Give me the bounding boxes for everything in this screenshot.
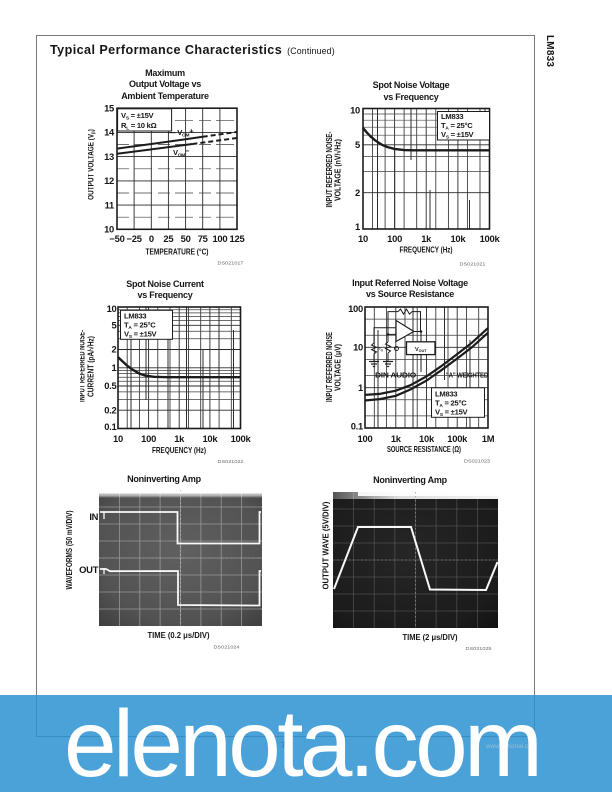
svg-text:OUTPUT WAVE (5V/DIV): OUTPUT WAVE (5V/DIV) — [321, 501, 331, 589]
svg-text:5: 5 — [355, 139, 360, 150]
svg-text:10: 10 — [107, 303, 117, 314]
svg-text:−50: −50 — [109, 233, 124, 244]
svg-text:11: 11 — [105, 199, 114, 210]
svg-text:SOURCE RESISTANCE (Ω): SOURCE RESISTANCE (Ω) — [387, 444, 461, 454]
svg-text:VOUT: VOUT — [415, 347, 427, 353]
svg-text:LM833: LM833 — [435, 389, 457, 398]
svg-text:LM833: LM833 — [441, 112, 463, 121]
svg-text:1M: 1M — [482, 433, 495, 444]
svg-text:VS = ±15V: VS = ±15V — [441, 130, 475, 141]
svg-text:1: 1 — [358, 382, 363, 393]
svg-text:INPUT REFERRED NOISE: INPUT REFERRED NOISE — [326, 332, 334, 402]
svg-text:12: 12 — [104, 175, 114, 186]
svg-text:10k: 10k — [419, 433, 435, 444]
svg-text:2: 2 — [355, 187, 360, 198]
svg-text:OUTPUT VOLTAGE (Vp): OUTPUT VOLTAGE (Vp) — [88, 129, 97, 200]
svg-text:FREQUENCY (Hz): FREQUENCY (Hz) — [400, 245, 453, 255]
svg-text:IN: IN — [89, 511, 98, 522]
svg-text:RL = 10 kΩ: RL = 10 kΩ — [121, 121, 157, 132]
svg-text:10: 10 — [113, 433, 123, 444]
svg-text:100k: 100k — [231, 433, 252, 444]
svg-text:−25: −25 — [127, 233, 142, 244]
svg-text:1: 1 — [112, 362, 117, 373]
svg-text:10k: 10k — [202, 433, 218, 444]
svg-text:TIME (0.2 μs/DIV): TIME (0.2 μs/DIV) — [148, 630, 210, 640]
svg-text:FREQUENCY (Hz): FREQUENCY (Hz) — [152, 445, 206, 455]
svg-text:0.1: 0.1 — [104, 421, 116, 432]
svg-text:100: 100 — [348, 303, 363, 314]
svg-text:DS021021: DS021021 — [460, 262, 487, 267]
svg-text:5: 5 — [112, 320, 117, 331]
svg-text:DS021024: DS021024 — [214, 645, 241, 650]
svg-text:TA = 25°C: TA = 25°C — [124, 320, 156, 331]
svg-text:10: 10 — [353, 342, 363, 353]
svg-text:VOLTAGE (μV): VOLTAGE (μV) — [333, 344, 343, 391]
svg-text:50: 50 — [181, 233, 191, 244]
svg-text:CURRENT (pA/√Hz): CURRENT (pA/√Hz) — [86, 336, 96, 397]
svg-text:OUT: OUT — [79, 564, 99, 575]
svg-text:VS = ±15V: VS = ±15V — [124, 329, 158, 340]
svg-text:LM833: LM833 — [124, 311, 146, 320]
svg-text:10k: 10k — [450, 233, 466, 244]
svg-text:"A" WEIGHTED: "A" WEIGHTED — [446, 371, 489, 380]
svg-text:100k: 100k — [447, 433, 468, 444]
svg-text:DS021017: DS021017 — [218, 261, 245, 266]
svg-text:INPUT REFERRED NOISE-: INPUT REFERRED NOISE- — [326, 131, 334, 207]
svg-text:VS = ±15V: VS = ±15V — [121, 111, 155, 122]
svg-text:VOLTAGE (nV/√Hz): VOLTAGE (nV/√Hz) — [333, 139, 343, 201]
svg-text:10: 10 — [350, 105, 360, 116]
svg-text:— VOM+: — VOM+ — [168, 127, 194, 139]
svg-text:0.5: 0.5 — [104, 380, 116, 391]
svg-text:1: 1 — [355, 221, 360, 232]
svg-text:10: 10 — [358, 233, 368, 244]
svg-text:0.1: 0.1 — [351, 421, 363, 432]
svg-text:VS = ±15V: VS = ±15V — [435, 408, 469, 419]
svg-text:25: 25 — [163, 233, 173, 244]
svg-text:DS021022: DS021022 — [218, 459, 245, 464]
svg-text:15: 15 — [104, 102, 114, 113]
svg-text:100: 100 — [141, 433, 156, 444]
svg-text:TA = 25°C: TA = 25°C — [441, 121, 473, 132]
svg-text:TA = 25°C: TA = 25°C — [435, 399, 467, 410]
svg-text:INPUT REFERRED NOISE-: INPUT REFERRED NOISE- — [80, 330, 87, 402]
svg-text:0: 0 — [149, 233, 154, 244]
svg-text:RS: RS — [378, 347, 384, 353]
svg-text:1k: 1k — [421, 233, 432, 244]
svg-text:1k: 1k — [391, 433, 402, 444]
svg-text:2: 2 — [112, 344, 117, 355]
svg-text:0.2: 0.2 — [104, 404, 116, 415]
svg-text:DS021025: DS021025 — [466, 646, 493, 651]
svg-text:10: 10 — [104, 224, 114, 235]
svg-text:100: 100 — [212, 233, 227, 244]
svg-text:100k: 100k — [480, 233, 501, 244]
svg-text:DIN AUDIO: DIN AUDIO — [375, 371, 416, 380]
svg-text:DS021023: DS021023 — [464, 459, 491, 464]
svg-text:100: 100 — [358, 433, 373, 444]
svg-text:13: 13 — [104, 151, 114, 162]
svg-text:TEMPERATURE (°C): TEMPERATURE (°C) — [146, 246, 209, 256]
svg-text:75: 75 — [198, 233, 208, 244]
svg-text:1k: 1k — [174, 433, 185, 444]
svg-text:100: 100 — [387, 233, 402, 244]
svg-text:125: 125 — [230, 233, 245, 244]
svg-text:14: 14 — [104, 127, 115, 138]
svg-text:TIME (2 μs/DIV): TIME (2 μs/DIV) — [403, 632, 458, 642]
svg-text:WAVEFORMS (50 mV/DIV): WAVEFORMS (50 mV/DIV) — [64, 510, 74, 589]
